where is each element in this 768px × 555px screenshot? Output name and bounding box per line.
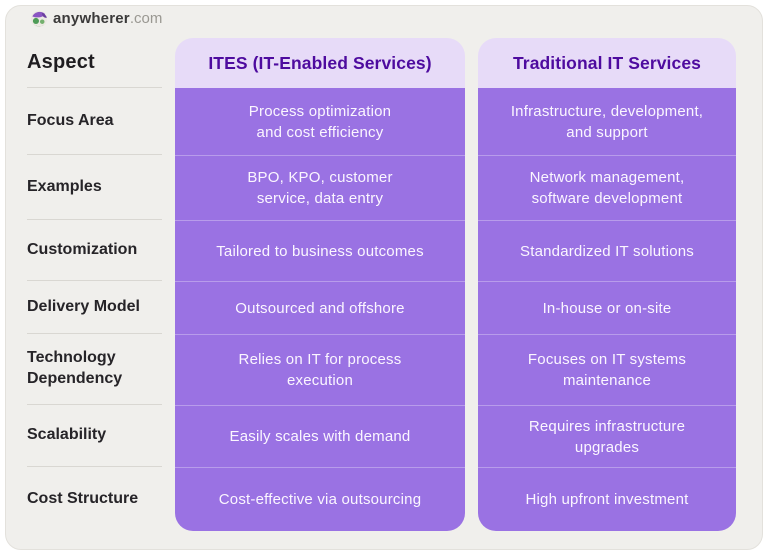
traditional-cell: High upfront investment [478,467,736,531]
logo-tld: .com [129,10,163,27]
ites-cell: Easily scales with demand [175,405,465,467]
aspect-column-header: Aspect [27,38,162,88]
traditional-cell: Infrastructure, development, and support [478,88,736,155]
aspect-label: Cost Structure [27,489,139,507]
ites-cell: BPO, KPO, customer service, data entry [175,155,465,220]
traditional-cell: Requires infrastructure upgrades [478,405,736,467]
traditional-column-header: Traditional IT Services [478,38,736,88]
ites-cell: Tailored to business outcomes [175,220,465,281]
site-logo: anywherer.com [30,10,162,28]
traditional-cell: Standardized IT solutions [478,220,736,281]
logo-text: anywherer [53,10,130,27]
aspect-label: Scalability [27,405,162,467]
ites-column-header: ITES (IT-Enabled Services) [175,38,465,88]
ites-cell: Outsourced and offshore [175,281,465,334]
ites-cell: Process optimization and cost efficiency [175,88,465,155]
traditional-cell: In-house or on-site [478,281,736,334]
aspect-label: Customization [27,220,162,281]
ites-cell: Relies on IT for process execution [175,334,465,405]
traditional-cell: Focuses on IT systems maintenance [478,334,736,405]
aspect-label: Focus Area [27,88,162,155]
ites-cell: Cost-effective via outsourcing [175,467,465,531]
aspect-label: Delivery Model [27,281,162,334]
globe-logo-icon [30,10,48,28]
comparison-grid: Aspect ITES (IT-Enabled Services) Tradit… [27,38,736,531]
aspect-label: Examples [27,155,162,220]
aspect-label: Technology Dependency [27,334,162,405]
traditional-cell: Network management, software development [478,155,736,220]
